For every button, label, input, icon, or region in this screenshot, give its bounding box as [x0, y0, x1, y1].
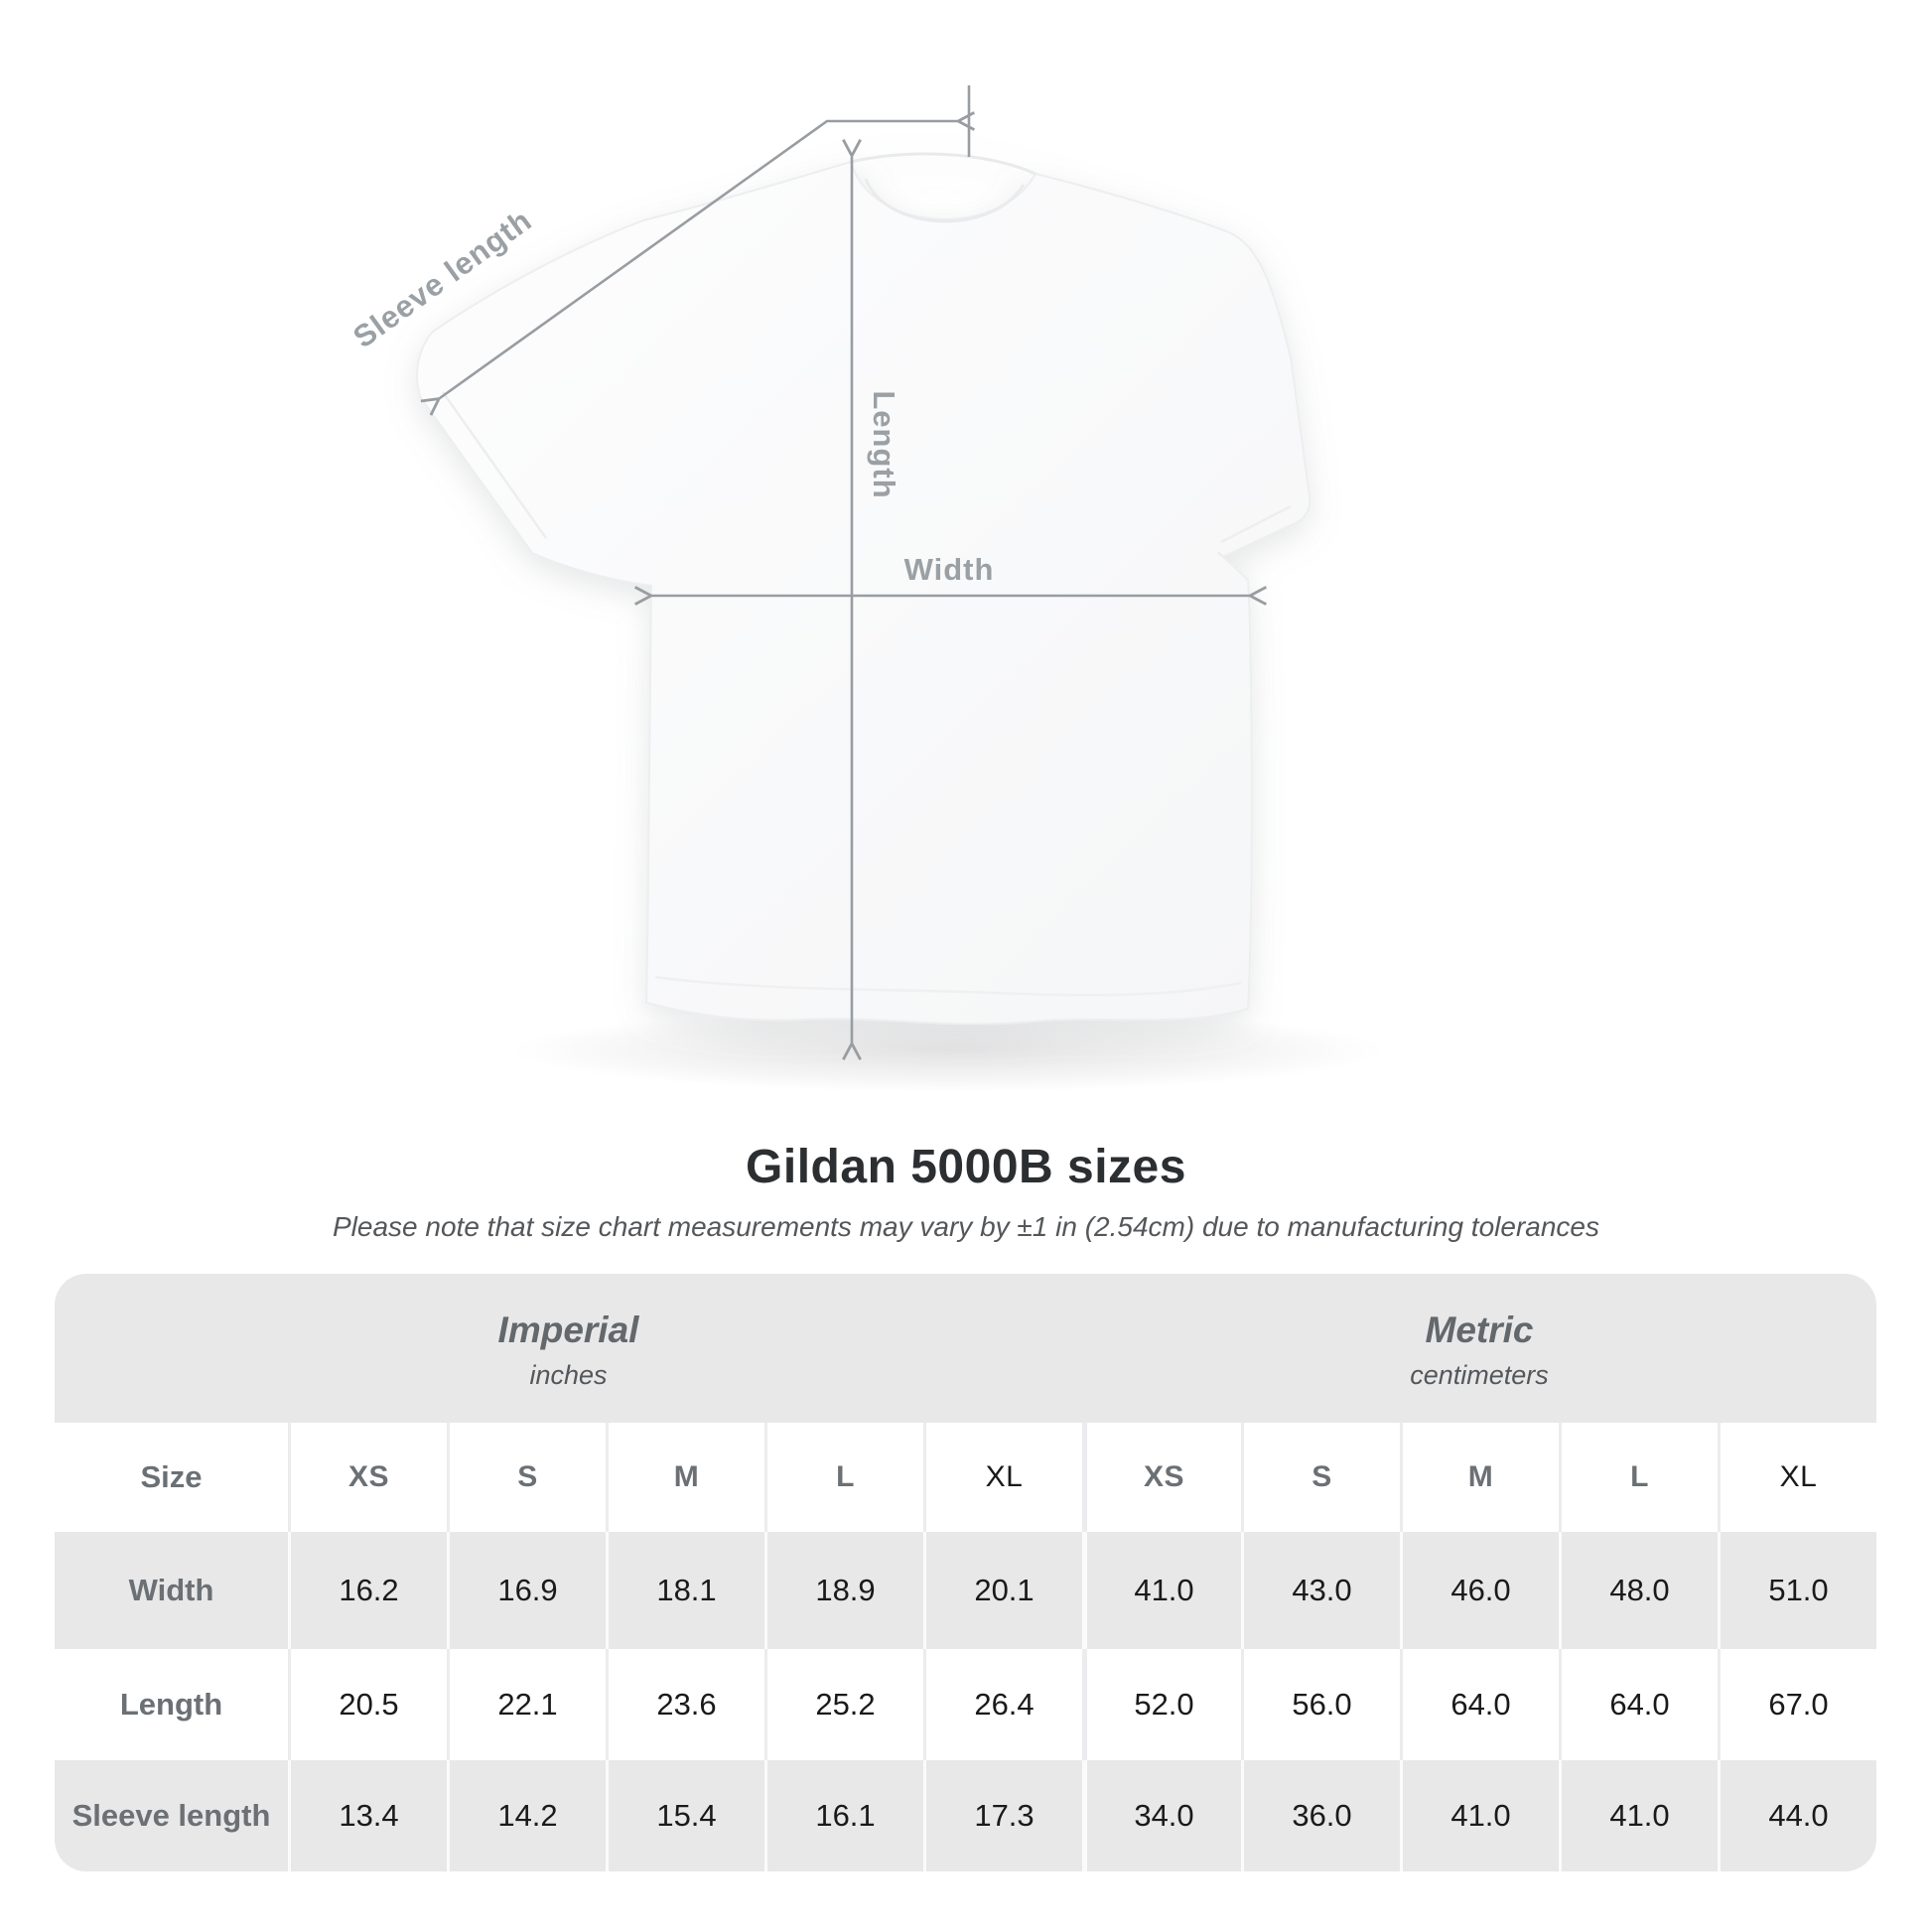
length-imperial-m: 23.6: [606, 1649, 764, 1760]
header-metric-xs: XS: [1082, 1423, 1241, 1532]
width-row-label: Width: [128, 1573, 214, 1607]
shirt-ground-shadow: [511, 1009, 1385, 1092]
width-imperial-xl: 20.1: [923, 1532, 1082, 1649]
sleeve-row-label: Sleeve length: [71, 1798, 271, 1833]
header-imperial-s: S: [447, 1423, 606, 1532]
sleeve-length-row: Sleeve length 13.4 14.2 15.4 16.1 17.3 3…: [55, 1760, 1876, 1871]
width-metric-s: 43.0: [1241, 1532, 1400, 1649]
length-row-label: Length: [119, 1687, 223, 1722]
width-metric-m: 46.0: [1400, 1532, 1559, 1649]
header-metric-s: S: [1241, 1423, 1400, 1532]
tolerance-note: Please note that size chart measurements…: [333, 1211, 1599, 1242]
length-metric-l: 64.0: [1559, 1649, 1718, 1760]
length-imperial-s: 22.1: [447, 1649, 606, 1760]
sleeve-imperial-l: 16.1: [764, 1760, 923, 1871]
length-metric-xl: 67.0: [1718, 1649, 1876, 1760]
header-metric-xl: XL: [1718, 1423, 1876, 1532]
length-imperial-l: 25.2: [764, 1649, 923, 1760]
width-metric-xl: 51.0: [1718, 1532, 1876, 1649]
width-imperial-xs: 16.2: [288, 1532, 447, 1649]
length-metric-s: 56.0: [1241, 1649, 1400, 1760]
sleeve-metric-xl: 44.0: [1718, 1760, 1876, 1871]
size-table: Imperial inches Metric centimeters Size …: [55, 1274, 1876, 1871]
imperial-section-header: Imperial inches: [55, 1274, 1082, 1423]
imperial-title: Imperial: [497, 1310, 639, 1350]
sleeve-metric-l: 41.0: [1559, 1760, 1718, 1871]
size-corner-label: Size: [140, 1459, 203, 1494]
length-row: Length 20.5 22.1 23.6 25.2 26.4 52.0 56.…: [55, 1649, 1876, 1760]
length-metric-xs: 52.0: [1082, 1649, 1241, 1760]
length-imperial-xl: 26.4: [923, 1649, 1082, 1760]
units-band: Imperial inches Metric centimeters: [55, 1274, 1876, 1423]
length-metric-m: 64.0: [1400, 1649, 1559, 1760]
shirt-body: [416, 160, 1311, 1026]
metric-unit: centimeters: [1410, 1360, 1549, 1390]
width-imperial-l: 18.9: [764, 1532, 923, 1649]
tshirt-illustration: [416, 85, 1385, 1092]
width-metric-l: 48.0: [1559, 1532, 1718, 1649]
sleeve-imperial-m: 15.4: [606, 1760, 764, 1871]
width-imperial-s: 16.9: [447, 1532, 606, 1649]
bottom-hem-seam: [654, 975, 1242, 997]
header-metric-m: M: [1400, 1423, 1559, 1532]
width-label: Width: [903, 552, 995, 587]
sleeve-imperial-s: 14.2: [447, 1760, 606, 1871]
sleeve-metric-m: 41.0: [1400, 1760, 1559, 1871]
page-title: Gildan 5000B sizes: [746, 1141, 1186, 1193]
sleeve-metric-xs: 34.0: [1082, 1760, 1241, 1871]
header-imperial-xl: XL: [923, 1423, 1082, 1532]
left-sleeve-seam: [441, 391, 548, 539]
sleeve-imperial-xs: 13.4: [288, 1760, 447, 1871]
imperial-unit: inches: [529, 1360, 608, 1390]
metric-title: Metric: [1425, 1310, 1534, 1350]
length-label: Length: [867, 390, 901, 499]
collar-back-line: [850, 152, 1036, 176]
tshirt-diagram: Sleeve length Length Width: [346, 85, 1385, 1092]
width-row: Width 16.2 16.9 18.1 18.9 20.1 41.0 43.0…: [55, 1532, 1876, 1649]
width-imperial-m: 18.1: [606, 1532, 764, 1649]
header-metric-l: L: [1559, 1423, 1718, 1532]
width-metric-xs: 41.0: [1082, 1532, 1241, 1649]
header-imperial-xs: XS: [288, 1423, 447, 1532]
sleeve-imperial-xl: 17.3: [923, 1760, 1082, 1871]
length-imperial-xs: 20.5: [288, 1649, 447, 1760]
header-imperial-m: M: [606, 1423, 764, 1532]
sleeve-metric-s: 36.0: [1241, 1760, 1400, 1871]
header-imperial-l: L: [764, 1423, 923, 1532]
sleeve-length-line: [420, 111, 975, 416]
right-sleeve-seam: [1220, 504, 1292, 544]
metric-section-header: Metric centimeters: [1082, 1274, 1876, 1423]
size-header-row: Size XS S M L XL XS S M L XL: [55, 1423, 1876, 1532]
